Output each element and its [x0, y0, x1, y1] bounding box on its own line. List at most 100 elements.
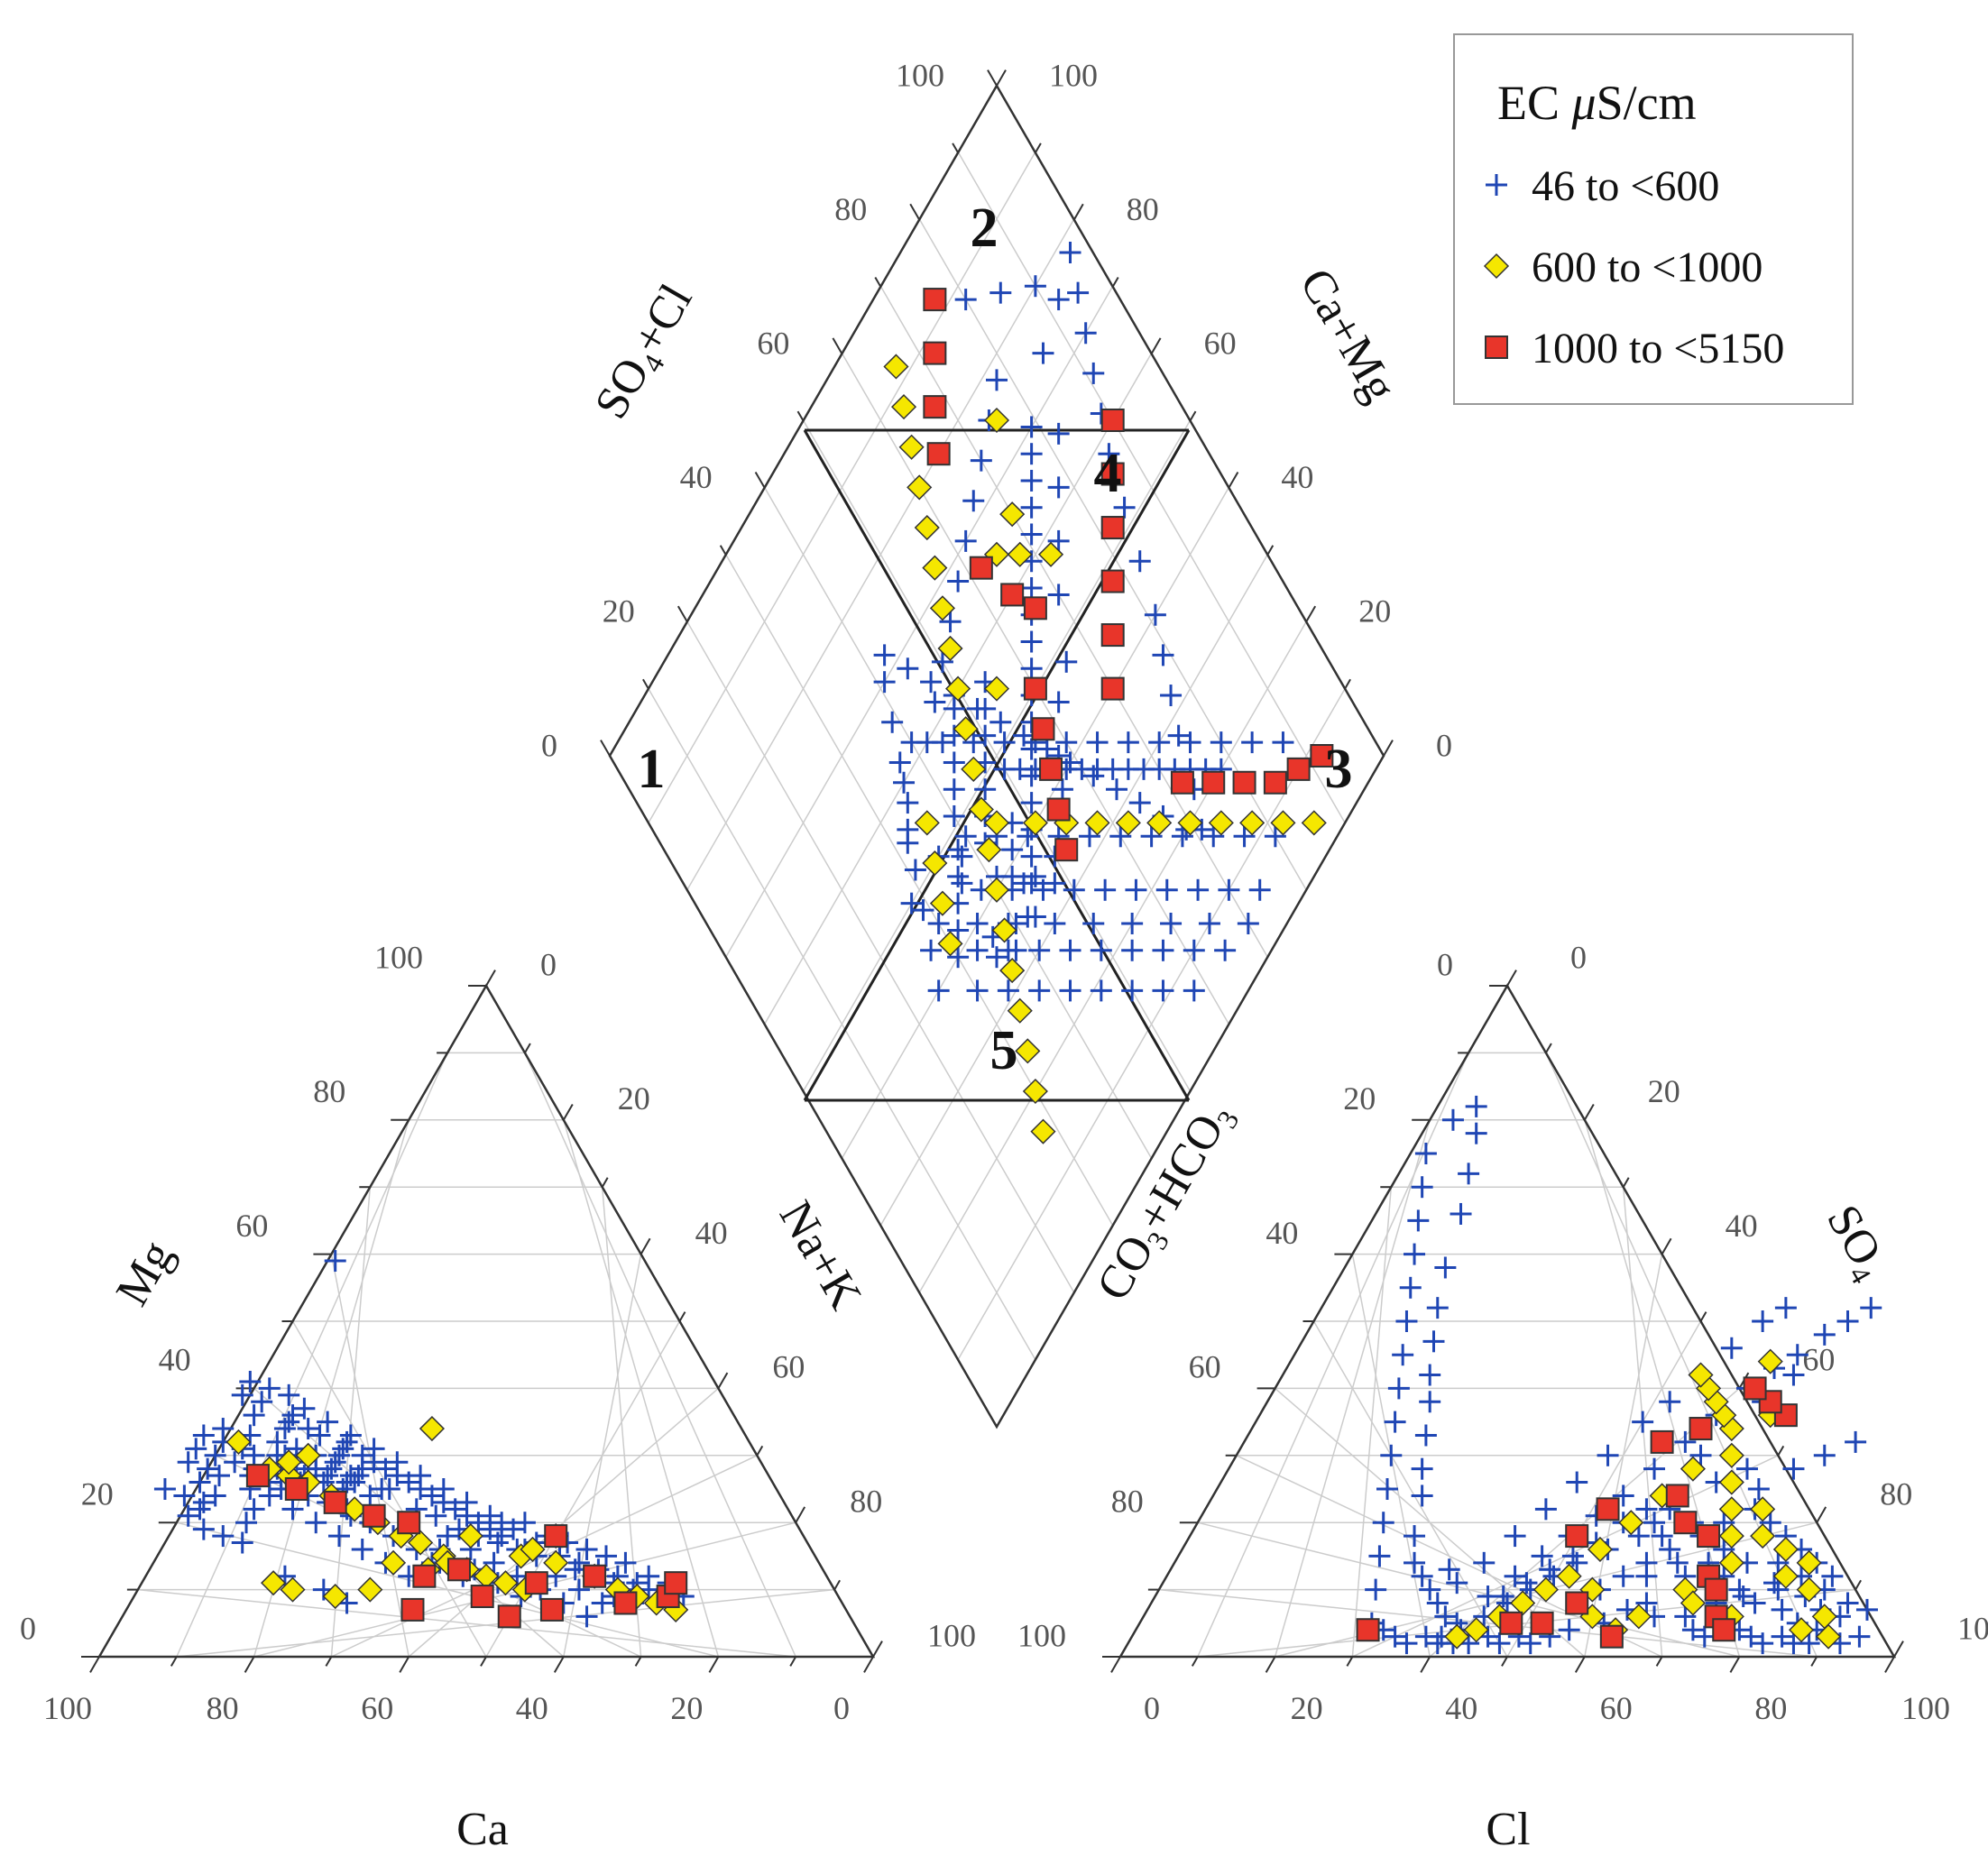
diamond-point-low	[1024, 865, 1046, 887]
anion-point-low	[1384, 1625, 1406, 1648]
cation-tick	[89, 1656, 100, 1673]
diamond-point-low	[1082, 913, 1105, 934]
anion-point-mid	[1772, 1536, 1799, 1563]
anion-point-low	[1693, 1625, 1716, 1648]
anion-point-mid	[1444, 1623, 1470, 1650]
diamond-point-mid	[999, 501, 1026, 528]
diamond-point-low	[893, 771, 916, 794]
anion-tick	[1574, 1656, 1586, 1673]
anion-point-low	[1666, 1551, 1689, 1574]
legend-marker-square	[1485, 335, 1508, 359]
cation-point-low	[363, 1451, 385, 1474]
tick-label-mg: 40	[159, 1342, 191, 1378]
anion-tick	[1506, 970, 1517, 987]
cation-point-low	[204, 1444, 226, 1466]
diamond-point-high	[1232, 770, 1256, 795]
cation-point-low	[204, 1484, 226, 1507]
diamond-point-high	[923, 395, 947, 419]
axis-title-mg: Mg	[106, 1232, 183, 1314]
anion-point-low	[1395, 1310, 1418, 1332]
diamond-point-mid	[1007, 997, 1033, 1024]
anion-point-low	[1539, 1558, 1561, 1581]
diamond-point-mid	[898, 434, 925, 460]
anion-point-low	[1426, 1297, 1449, 1319]
diamond-point-mid	[968, 796, 994, 823]
axis-title-cl: Cl	[1486, 1804, 1530, 1855]
anion-tick	[1884, 1656, 1895, 1673]
diamond-point-low	[1063, 878, 1085, 901]
tick-label-so4cl: 80	[834, 191, 867, 227]
cation-tick	[833, 1579, 841, 1591]
diamond-point-low	[943, 751, 965, 774]
anion-point-high	[1599, 1624, 1624, 1649]
tick-label-nak: 20	[618, 1080, 650, 1117]
diamond-point-low	[931, 650, 953, 673]
anion-point-low	[1395, 1632, 1418, 1655]
anion-point-low	[1404, 1525, 1426, 1548]
diamond-point-low	[1005, 939, 1027, 961]
anion-point-high	[1530, 1611, 1554, 1635]
anion-point-low	[1419, 1364, 1441, 1386]
cation-point-low	[371, 1478, 393, 1500]
diamond-point-high	[1170, 770, 1194, 795]
anion-point-low	[1419, 1391, 1441, 1413]
anion-point-mid	[1680, 1456, 1706, 1482]
axis-title-so4: SO4	[1813, 1197, 1899, 1289]
cation-tick	[485, 970, 496, 987]
cation-point-low	[281, 1404, 304, 1427]
diamond-point-low	[1167, 724, 1190, 747]
anion-point-low	[1720, 1337, 1743, 1359]
diamond-point-low	[1144, 603, 1166, 626]
cation-point-mid	[280, 1576, 306, 1603]
cation-point-low	[324, 1250, 346, 1273]
cation-point-mid	[492, 1570, 519, 1596]
tick-label-camg: 40	[1281, 459, 1313, 495]
tick-label-mg: 20	[81, 1475, 114, 1512]
anion-point-low	[1643, 1512, 1666, 1534]
anion-point-low	[1404, 1243, 1426, 1265]
cation-point-low	[251, 1391, 273, 1413]
diamond-point-high	[1031, 717, 1055, 741]
anion-point-mid	[1718, 1442, 1744, 1468]
diamond-point-low	[1024, 275, 1046, 298]
anion-point-low	[1752, 1310, 1774, 1332]
cation-point-low	[398, 1471, 420, 1494]
cation-point-low	[258, 1377, 281, 1400]
diamond-point-low	[1233, 825, 1256, 848]
cation-tick	[553, 1656, 565, 1673]
anion-point-low	[1836, 1592, 1859, 1614]
diamond-point-low	[947, 919, 970, 942]
diamond-point-mid	[983, 676, 1010, 702]
tick-label-mg: 60	[235, 1208, 268, 1244]
cation-point-low	[192, 1518, 215, 1540]
anion-tick	[1265, 1656, 1276, 1673]
cation-point-low	[351, 1538, 373, 1560]
diamond-point-low	[1148, 731, 1171, 754]
tick-label-so4cl: 0	[541, 727, 557, 763]
anion-point-low	[1732, 1585, 1754, 1608]
anion-tick	[1893, 1641, 1904, 1658]
anion-point-mid	[1625, 1604, 1652, 1630]
diamond-point-low	[1152, 939, 1174, 961]
diamond-point-mid	[937, 931, 963, 957]
anion-point-low	[1384, 1411, 1406, 1433]
anion-grid-b	[1506, 1320, 1702, 1658]
diamond-point-low	[1090, 979, 1112, 1002]
anion-point-mid	[1587, 1536, 1614, 1563]
diamond-point-mid	[1115, 810, 1141, 836]
diamond-point-low	[1272, 731, 1294, 754]
cation-point-low	[374, 1457, 397, 1480]
cation-point-high	[284, 1477, 308, 1501]
diamond-point-low	[947, 865, 970, 887]
diamond-tick	[642, 678, 649, 690]
cation-point-low	[320, 1457, 343, 1480]
anion-point-low	[1798, 1632, 1820, 1655]
diamond-point-low	[1109, 825, 1132, 848]
diamond-tick	[1383, 740, 1394, 757]
anion-point-low	[1566, 1471, 1588, 1494]
diamond-point-low	[912, 899, 934, 922]
cation-point-low	[235, 1512, 258, 1534]
cation-point-high	[412, 1564, 437, 1588]
anion-point-mid	[1532, 1576, 1559, 1603]
so4cl-suffix: +Cl	[622, 276, 703, 363]
